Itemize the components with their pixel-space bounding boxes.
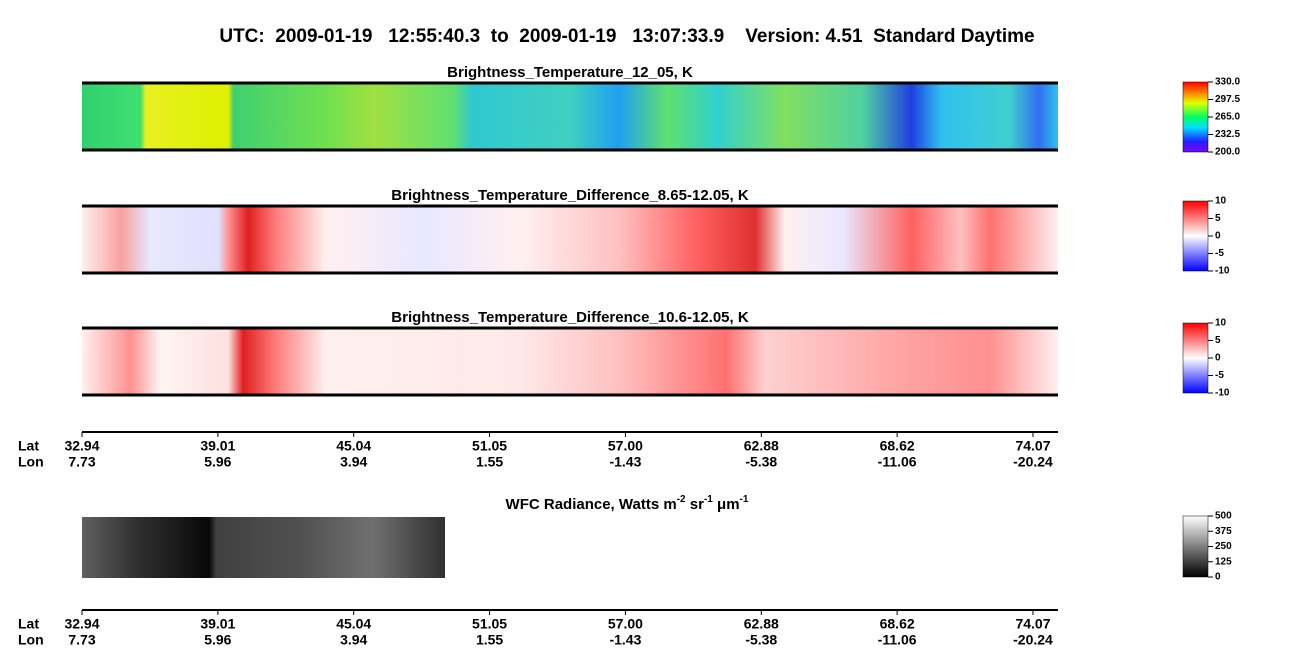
lon-label: -11.06 bbox=[878, 632, 917, 648]
colorbar-label: 250 bbox=[1215, 541, 1232, 552]
panel-image bbox=[82, 328, 1058, 395]
colorbar-label: 297.5 bbox=[1215, 94, 1240, 105]
wfc-title-part: -2 bbox=[677, 494, 686, 505]
lat-label: 45.04 bbox=[336, 616, 371, 632]
colorbar bbox=[1182, 200, 1209, 272]
lon-label: 5.96 bbox=[204, 632, 231, 648]
colorbar-label: 265.0 bbox=[1215, 112, 1240, 123]
wfc-title: WFC Radiance, Watts m-2 sr-1 μm-1 bbox=[506, 494, 749, 513]
lon-label: -20.24 bbox=[1013, 454, 1053, 470]
lat-label: 68.62 bbox=[880, 438, 915, 454]
lon-label: -1.43 bbox=[609, 632, 641, 648]
wfc-colorbar bbox=[1182, 515, 1209, 578]
lat-label: 45.04 bbox=[336, 438, 371, 454]
colorbar-label: 200.0 bbox=[1215, 147, 1240, 158]
lat-label: 62.88 bbox=[744, 438, 779, 454]
colorbar-label: -5 bbox=[1215, 370, 1224, 381]
panel-title: Brightness_Temperature_Difference_8.65-1… bbox=[391, 187, 749, 204]
colorbar-label: 0 bbox=[1215, 353, 1221, 364]
lon-label: -11.06 bbox=[878, 454, 917, 470]
colorbar-label: -10 bbox=[1215, 388, 1230, 399]
row-label: Lon bbox=[18, 632, 44, 648]
lat-label: 62.88 bbox=[744, 616, 779, 632]
lat-label: 68.62 bbox=[880, 616, 915, 632]
colorbar-label: 0 bbox=[1215, 572, 1221, 583]
wfc-title-part: -1 bbox=[704, 494, 713, 505]
colorbar bbox=[1182, 81, 1209, 153]
wfc-image bbox=[82, 517, 445, 578]
colorbar-label: 5 bbox=[1215, 335, 1221, 346]
lat-label: 51.05 bbox=[472, 438, 507, 454]
lon-label: -5.38 bbox=[745, 632, 777, 648]
colorbar-label: -5 bbox=[1215, 248, 1224, 259]
lat-label: 74.07 bbox=[1015, 438, 1050, 454]
colorbar-label: 0 bbox=[1215, 231, 1221, 242]
wfc-title-part: sr bbox=[686, 496, 705, 513]
row-label: Lat bbox=[18, 616, 39, 632]
lon-label: 3.94 bbox=[340, 632, 367, 648]
row-label: Lon bbox=[18, 454, 44, 470]
panel-image bbox=[82, 83, 1058, 150]
lon-label: 7.73 bbox=[68, 632, 95, 648]
lat-label: 39.01 bbox=[200, 438, 235, 454]
lon-label: 5.96 bbox=[204, 454, 231, 470]
lon-label: 1.55 bbox=[476, 632, 503, 648]
lon-label: -5.38 bbox=[745, 454, 777, 470]
colorbar-label: 10 bbox=[1215, 318, 1227, 329]
panel-image bbox=[82, 206, 1058, 273]
lon-label: 7.73 bbox=[68, 454, 95, 470]
colorbar-label: 10 bbox=[1215, 196, 1227, 207]
row-label: Lat bbox=[18, 438, 39, 454]
lon-label: 1.55 bbox=[476, 454, 503, 470]
colorbar-label: 5 bbox=[1215, 213, 1221, 224]
lon-label: -20.24 bbox=[1013, 632, 1053, 648]
lat-label: 74.07 bbox=[1015, 616, 1050, 632]
wfc-title-part: WFC Radiance, Watts m bbox=[506, 496, 677, 513]
colorbar-label: 375 bbox=[1215, 526, 1232, 537]
colorbar-label: 125 bbox=[1215, 556, 1232, 567]
panel-title: Brightness_Temperature_12_05, K bbox=[447, 64, 693, 81]
panel-title: Brightness_Temperature_Difference_10.6-1… bbox=[391, 309, 749, 326]
lat-label: 57.00 bbox=[608, 438, 643, 454]
lat-label: 57.00 bbox=[608, 616, 643, 632]
lon-label: -1.43 bbox=[609, 454, 641, 470]
lat-label: 39.01 bbox=[200, 616, 235, 632]
colorbar bbox=[1182, 322, 1209, 394]
lat-label: 32.94 bbox=[64, 438, 99, 454]
lat-label: 32.94 bbox=[64, 616, 99, 632]
colorbar-label: -10 bbox=[1215, 266, 1230, 277]
colorbar-label: 330.0 bbox=[1215, 77, 1240, 88]
wfc-title-part: μm bbox=[713, 496, 740, 513]
colorbar-label: 232.5 bbox=[1215, 129, 1240, 140]
lat-label: 51.05 bbox=[472, 616, 507, 632]
wfc-title-part: -1 bbox=[740, 494, 749, 505]
colorbar-label: 500 bbox=[1215, 511, 1232, 522]
page-title: UTC: 2009-01-19 12:55:40.3 to 2009-01-19… bbox=[219, 26, 1034, 47]
lon-label: 3.94 bbox=[340, 454, 367, 470]
